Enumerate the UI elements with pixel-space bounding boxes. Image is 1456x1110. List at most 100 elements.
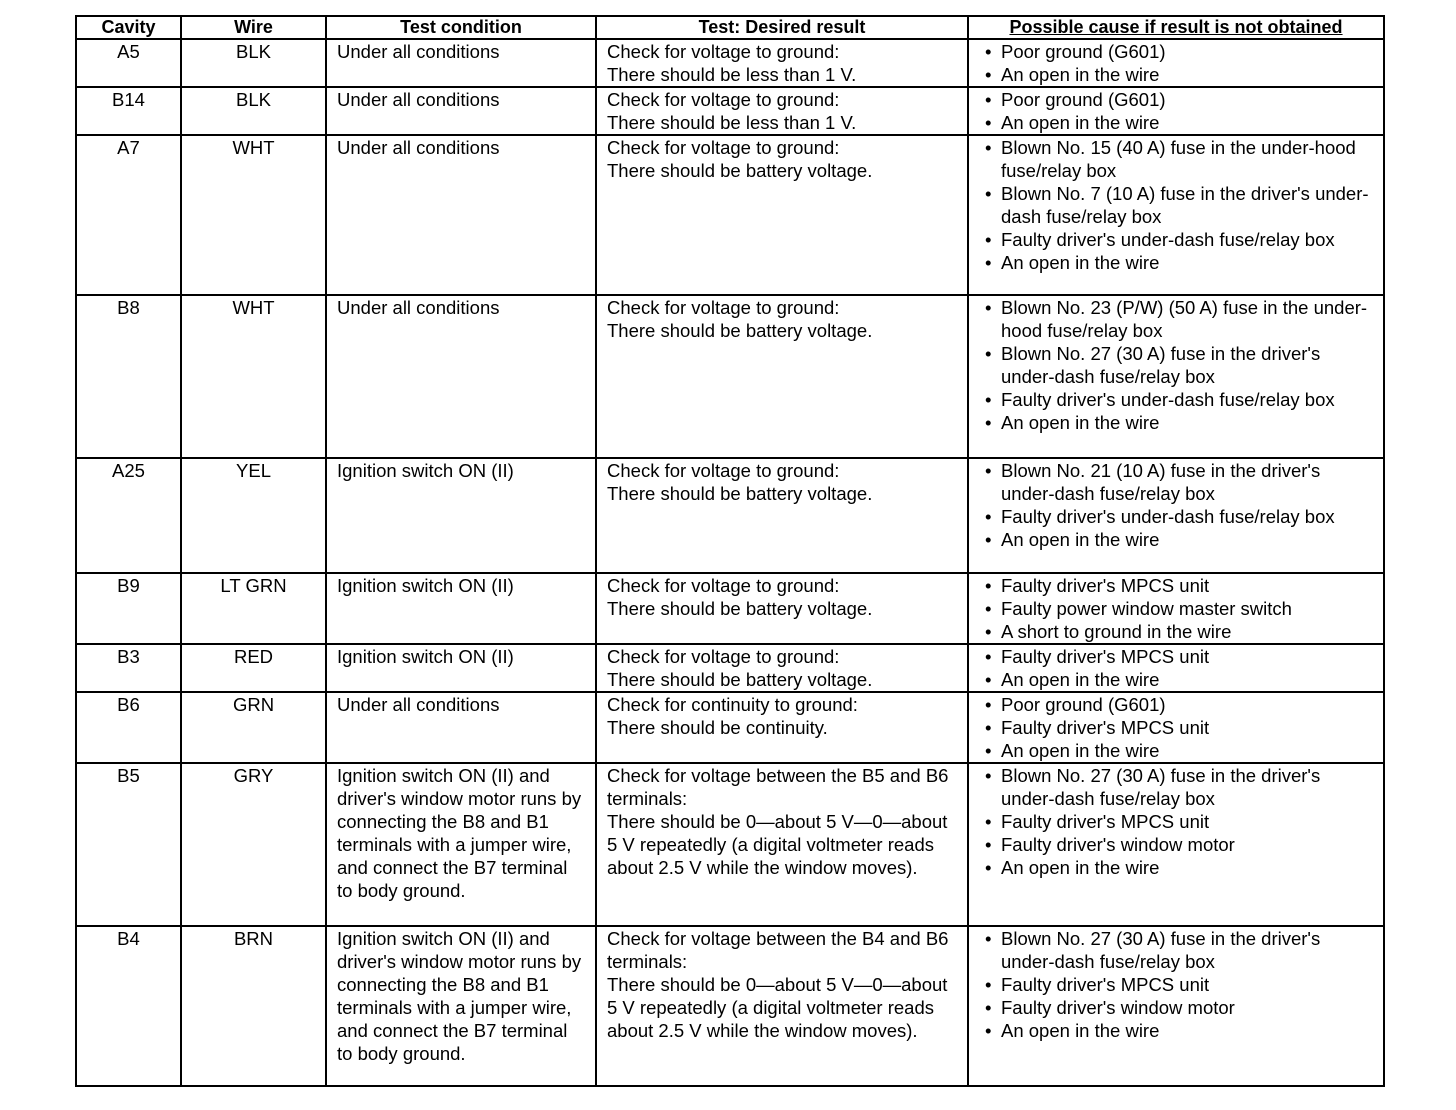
cause-item: Poor ground (G601) <box>977 88 1375 111</box>
connector-test-table: Cavity Wire Test condition Test: Desired… <box>75 15 1385 1087</box>
cause-item: Blown No. 27 (30 A) fuse in the driver's… <box>977 764 1375 810</box>
cavity-cell: B9 <box>75 572 182 645</box>
table-row: B6 GRN Under all conditions Check for conti… <box>75 691 1385 764</box>
header-possible-cause: Possible cause if result is not obtained <box>967 15 1385 40</box>
test-condition-cell: Ignition switch ON (II) <box>325 643 597 693</box>
cause-list: Faulty driver's MPCS unitFaulty power wi… <box>977 574 1375 643</box>
desired-result-cell: Check for voltage to ground: There shoul… <box>595 86 969 136</box>
cause-item: Faulty driver's under-dash fuse/relay bo… <box>977 388 1375 411</box>
cause-item: An open in the wire <box>977 528 1375 551</box>
cause-item: Poor ground (G601) <box>977 40 1375 63</box>
desired-result-cell: Check for voltage to ground: There shoul… <box>595 572 969 645</box>
possible-cause-cell: Faulty driver's MPCS unitFaulty power wi… <box>967 572 1385 645</box>
cause-item: An open in the wire <box>977 1019 1375 1042</box>
cause-list: Blown No. 27 (30 A) fuse in the driver's… <box>977 927 1375 1042</box>
header-desired-result: Test: Desired result <box>595 15 969 40</box>
cause-item: A short to ground in the wire <box>977 620 1375 643</box>
desired-result-cell: Check for voltage between the B5 and B6 … <box>595 762 969 927</box>
wire-cell: YEL <box>180 457 327 574</box>
cause-list: Poor ground (G601)Faulty driver's MPCS u… <box>977 693 1375 762</box>
cause-item: Faulty driver's window motor <box>977 833 1375 856</box>
test-condition-cell: Ignition switch ON (II) <box>325 457 597 574</box>
possible-cause-cell: Poor ground (G601)An open in the wire <box>967 86 1385 136</box>
table-row: B4 BRN Ignition switch ON (II) and driver'… <box>75 925 1385 1087</box>
table-row: A25 YEL Ignition switch ON (II) Check for v… <box>75 457 1385 574</box>
table-row: B5 GRY Ignition switch ON (II) and driver'… <box>75 762 1385 927</box>
cavity-cell: B3 <box>75 643 182 693</box>
cause-item: Blown No. 23 (P/W) (50 A) fuse in the un… <box>977 296 1375 342</box>
cause-item: Faulty driver's MPCS unit <box>977 716 1375 739</box>
wire-cell: LT GRN <box>180 572 327 645</box>
cause-item: Poor ground (G601) <box>977 693 1375 716</box>
cause-list: Blown No. 21 (10 A) fuse in the driver's… <box>977 459 1375 551</box>
cause-item: Faulty driver's MPCS unit <box>977 574 1375 597</box>
table-row: B3 RED Ignition switch ON (II) Check for vo… <box>75 643 1385 693</box>
cavity-cell: B6 <box>75 691 182 764</box>
header-test-condition: Test condition <box>325 15 597 40</box>
desired-result-cell: Check for continuity to ground: There sh… <box>595 691 969 764</box>
test-condition-cell: Ignition switch ON (II) and driver's win… <box>325 762 597 927</box>
test-condition-cell: Under all conditions <box>325 294 597 459</box>
wire-cell: BLK <box>180 86 327 136</box>
table-row: A7 WHT Under all conditions Check for volta… <box>75 134 1385 296</box>
cause-item: Blown No. 7 (10 A) fuse in the driver's … <box>977 182 1375 228</box>
wire-cell: WHT <box>180 134 327 296</box>
possible-cause-cell: Blown No. 27 (30 A) fuse in the driver's… <box>967 762 1385 927</box>
cavity-cell: A25 <box>75 457 182 574</box>
wire-cell: RED <box>180 643 327 693</box>
cause-item: Faulty driver's window motor <box>977 996 1375 1019</box>
cavity-cell: B4 <box>75 925 182 1087</box>
wire-cell: GRN <box>180 691 327 764</box>
wire-cell: WHT <box>180 294 327 459</box>
possible-cause-cell: Poor ground (G601)Faulty driver's MPCS u… <box>967 691 1385 764</box>
table-row: B9 LT GRN Ignition switch ON (II) Check for… <box>75 572 1385 645</box>
header-wire: Wire <box>180 15 327 40</box>
test-condition-cell: Under all conditions <box>325 134 597 296</box>
test-condition-cell: Under all conditions <box>325 86 597 136</box>
cause-item: Faulty driver's under-dash fuse/relay bo… <box>977 228 1375 251</box>
cause-item: Faulty driver's MPCS unit <box>977 973 1375 996</box>
cause-list: Blown No. 27 (30 A) fuse in the driver's… <box>977 764 1375 879</box>
possible-cause-cell: Poor ground (G601)An open in the wire <box>967 38 1385 88</box>
cavity-cell: A7 <box>75 134 182 296</box>
possible-cause-cell: Faulty driver's MPCS unitAn open in the … <box>967 643 1385 693</box>
cause-item: An open in the wire <box>977 111 1375 134</box>
desired-result-cell: Check for voltage to ground: There shoul… <box>595 134 969 296</box>
cause-list: Blown No. 23 (P/W) (50 A) fuse in the un… <box>977 296 1375 434</box>
desired-result-cell: Check for voltage to ground: There shoul… <box>595 457 969 574</box>
cause-list: Faulty driver's MPCS unitAn open in the … <box>977 645 1375 691</box>
cause-list: Poor ground (G601)An open in the wire <box>977 88 1375 134</box>
wire-cell: GRY <box>180 762 327 927</box>
possible-cause-cell: Blown No. 23 (P/W) (50 A) fuse in the un… <box>967 294 1385 459</box>
cause-item: An open in the wire <box>977 668 1375 691</box>
cause-item: An open in the wire <box>977 63 1375 86</box>
desired-result-cell: Check for voltage to ground: There shoul… <box>595 643 969 693</box>
cause-item: Blown No. 21 (10 A) fuse in the driver's… <box>977 459 1375 505</box>
wire-cell: BRN <box>180 925 327 1087</box>
cause-list: Poor ground (G601)An open in the wire <box>977 40 1375 86</box>
table-row: A5 BLK Under all conditions Check for volta… <box>75 38 1385 88</box>
cause-list: Blown No. 15 (40 A) fuse in the under-ho… <box>977 136 1375 274</box>
cause-item: Faulty driver's MPCS unit <box>977 645 1375 668</box>
cause-item: Blown No. 15 (40 A) fuse in the under-ho… <box>977 136 1375 182</box>
test-condition-cell: Under all conditions <box>325 38 597 88</box>
cause-item: An open in the wire <box>977 739 1375 762</box>
possible-cause-cell: Blown No. 15 (40 A) fuse in the under-ho… <box>967 134 1385 296</box>
possible-cause-cell: Blown No. 21 (10 A) fuse in the driver's… <box>967 457 1385 574</box>
desired-result-cell: Check for voltage between the B4 and B6 … <box>595 925 969 1087</box>
cavity-cell: B14 <box>75 86 182 136</box>
cause-item: An open in the wire <box>977 411 1375 434</box>
test-condition-cell: Under all conditions <box>325 691 597 764</box>
wire-cell: BLK <box>180 38 327 88</box>
test-condition-cell: Ignition switch ON (II) and driver's win… <box>325 925 597 1087</box>
cause-item: Faulty driver's under-dash fuse/relay bo… <box>977 505 1375 528</box>
possible-cause-cell: Blown No. 27 (30 A) fuse in the driver's… <box>967 925 1385 1087</box>
table-row: B8 WHT Under all conditions Check for volta… <box>75 294 1385 459</box>
desired-result-cell: Check for voltage to ground: There shoul… <box>595 294 969 459</box>
cavity-cell: A5 <box>75 38 182 88</box>
header-row: Cavity Wire Test condition Test: Desired… <box>75 15 1385 40</box>
cause-item: Blown No. 27 (30 A) fuse in the driver's… <box>977 927 1375 973</box>
cavity-cell: B8 <box>75 294 182 459</box>
cause-item: An open in the wire <box>977 856 1375 879</box>
test-condition-cell: Ignition switch ON (II) <box>325 572 597 645</box>
